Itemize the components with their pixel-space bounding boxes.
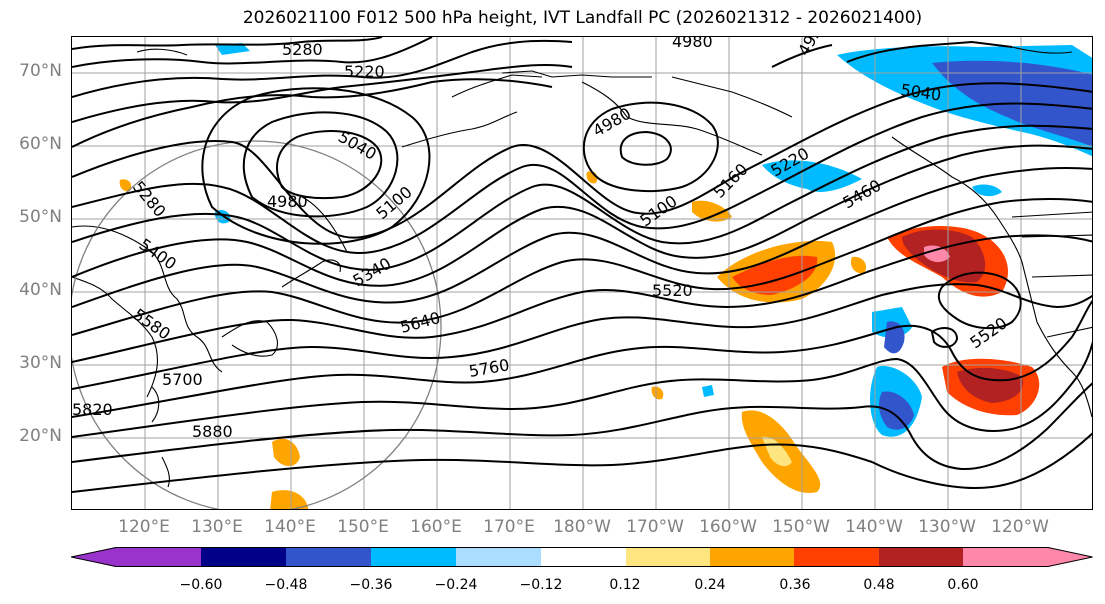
colorbar-bin: [456, 547, 542, 567]
colorbar-bin: [879, 547, 964, 567]
lon-label-120e: 120°E: [118, 517, 170, 537]
colorbar-bin: [710, 547, 795, 567]
contour-label: 5820: [72, 400, 113, 419]
contour-label: 5880: [192, 422, 233, 441]
contour-label: 5760: [467, 355, 510, 381]
colorbar-bin: [626, 547, 711, 567]
contour-label: 5700: [162, 370, 203, 389]
landfall-region-circle: [72, 140, 442, 509]
colorbar-bin: [201, 547, 287, 567]
colorbar-extension-high: [963, 547, 1093, 567]
contour-label: 4980: [672, 37, 713, 51]
colorbar-tick-label: −0.36: [349, 577, 393, 593]
map-canvas: 5280 5220 4980 4920 5040 4980 4980 5100 …: [72, 37, 1092, 509]
colorbar-tick-label: −0.48: [264, 577, 308, 593]
coastlines: [72, 46, 1092, 488]
height-contours: [72, 37, 1092, 493]
lon-label-150e: 150°E: [337, 517, 389, 537]
contour-label: 5400: [136, 235, 180, 274]
map-title: 2026021100 F012 500 hPa height, IVT Land…: [242, 8, 923, 28]
map-panel: 5280 5220 4980 4920 5040 4980 4980 5100 …: [71, 36, 1093, 510]
lon-label-170w: 170°W: [626, 517, 684, 537]
colorbar-tick-label: 0.24: [694, 577, 726, 593]
lon-label-160e: 160°E: [410, 517, 462, 537]
lon-label-130e: 130°E: [191, 517, 243, 537]
lon-label-140e: 140°E: [264, 517, 316, 537]
lon-label-170e: 170°E: [483, 517, 535, 537]
colorbar-bin: [541, 547, 627, 567]
colorbar-bin: [794, 547, 880, 567]
contour-label: 5640: [398, 308, 442, 337]
contour-label: 5100: [636, 191, 680, 230]
contour-label: 5280: [129, 177, 170, 220]
contour-label: 5220: [344, 62, 385, 81]
colorbar-bin: [286, 547, 372, 567]
colorbar-extension-low: [71, 547, 201, 567]
colorbar-tick-label: 0.36: [779, 577, 811, 593]
lon-label-140w: 140°W: [845, 517, 903, 537]
lon-label-150w: 150°W: [772, 517, 830, 537]
lon-label-160w: 160°W: [699, 517, 757, 537]
lat-label-60n: 60°N: [19, 134, 62, 154]
lon-label-180w: 180°W: [553, 517, 611, 537]
lon-label-130w: 130°W: [918, 517, 976, 537]
colorbar-tick-label: 0.60: [947, 577, 979, 593]
colorbar-tick-label: 0.48: [863, 577, 895, 593]
lon-label-120w: 120°W: [991, 517, 1049, 537]
lat-label-40n: 40°N: [19, 280, 62, 300]
colorbar: [71, 547, 1093, 567]
lat-label-20n: 20°N: [19, 426, 62, 446]
colorbar-bin: [371, 547, 457, 567]
colorbar-tick-label: −0.12: [519, 577, 563, 593]
lat-label-70n: 70°N: [19, 61, 62, 81]
contour-label: 5160: [709, 160, 751, 202]
contour-label: 5520: [966, 313, 1010, 352]
contour-label: 4980: [267, 192, 308, 211]
colorbar-tick-label: −0.24: [434, 577, 478, 593]
lat-label-30n: 30°N: [19, 353, 62, 373]
colorbar-tick-label: −0.60: [179, 577, 223, 593]
contour-label: 5520: [652, 281, 693, 300]
lat-label-50n: 50°N: [19, 207, 62, 227]
contour-label: 5280: [282, 40, 323, 59]
colorbar-tick-label: 0.12: [609, 577, 641, 593]
contour-label: 5040: [335, 127, 380, 164]
